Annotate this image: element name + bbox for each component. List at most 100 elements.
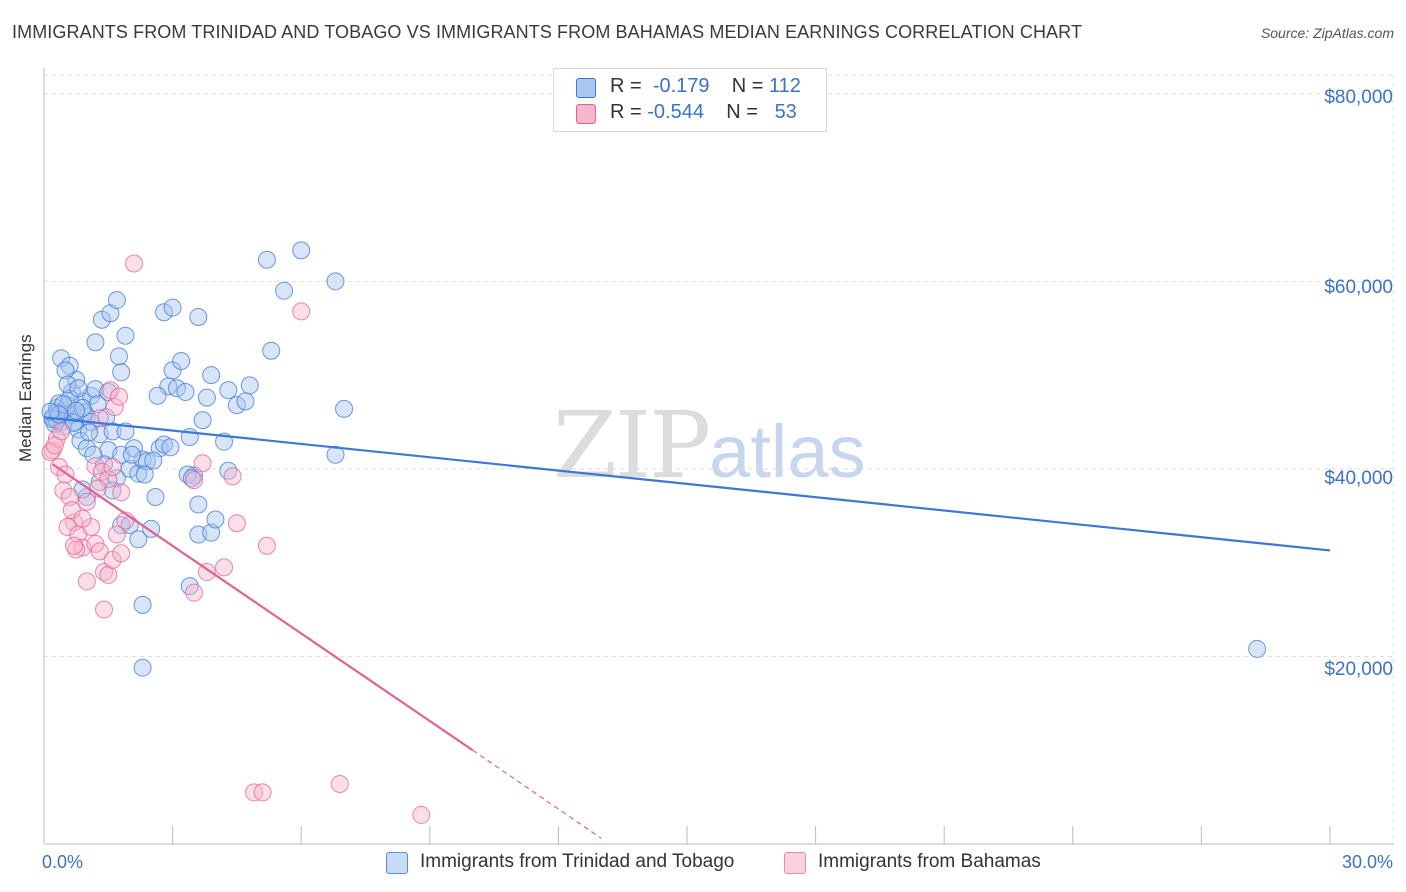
bahamas-point — [103, 458, 122, 477]
trinidad-point — [185, 466, 204, 485]
trinidad-point — [148, 386, 167, 405]
trinidad-point — [129, 530, 148, 549]
bahamas-point — [215, 558, 234, 577]
watermark-atlas: atlas — [709, 410, 866, 493]
trinidad-point — [236, 392, 255, 411]
legend-swatch-blue — [386, 852, 408, 874]
bahamas-point — [185, 471, 204, 490]
bahamas-point — [112, 483, 131, 502]
trinidad-point — [163, 298, 182, 317]
legend-swatch-pink — [576, 104, 596, 124]
trinidad-point — [240, 376, 259, 395]
trinidad-point — [58, 375, 77, 394]
bahamas-point — [73, 509, 92, 528]
trinidad-point — [155, 303, 174, 322]
bahamas-point — [95, 600, 114, 619]
bahamas-point — [223, 467, 242, 486]
trinidad-point — [107, 291, 126, 310]
trinidad-point — [326, 272, 345, 291]
r-label: R = — [610, 101, 642, 123]
chart-title: IMMIGRANTS FROM TRINIDAD AND TOBAGO VS I… — [12, 22, 1083, 42]
watermark: ZIPatlas — [553, 392, 865, 499]
trinidad-point — [189, 495, 208, 514]
bahamas-point — [90, 542, 109, 561]
trinidad-point — [112, 363, 131, 382]
legend-swatch-pink — [784, 852, 806, 874]
trinidad-point — [262, 341, 281, 360]
trinidad-point — [193, 411, 212, 430]
y-tick-label: $60,000 — [1324, 277, 1393, 298]
trinidad-point — [146, 488, 165, 507]
bahamas-point — [58, 518, 77, 537]
trinidad-point — [206, 510, 225, 529]
trinidad-point — [326, 445, 345, 464]
n-label: N = — [731, 75, 764, 97]
bahamas-trendline-extension — [472, 749, 602, 839]
y-tick-label: $20,000 — [1324, 659, 1393, 680]
bahamas-point — [45, 436, 64, 455]
bahamas-point — [60, 488, 79, 507]
y-axis-label: Median Earnings — [16, 334, 35, 462]
trinidad-point — [202, 366, 221, 385]
trinidad-point — [161, 438, 180, 457]
trinidad-point — [56, 361, 75, 380]
bahamas-point — [193, 454, 212, 473]
legend-label: Immigrants from Trinidad and Tobago — [420, 851, 735, 872]
trinidad-point — [219, 381, 238, 400]
bahamas-point — [110, 387, 129, 406]
trinidad-point — [335, 399, 354, 418]
bahamas-point — [197, 563, 216, 582]
n-label: N = — [726, 101, 758, 123]
trinidad-point — [41, 402, 60, 421]
trinidad-point — [101, 304, 120, 323]
trinidad-point — [86, 333, 105, 352]
trinidad-point — [227, 396, 246, 415]
r-value: -0.179 — [652, 75, 710, 97]
trinidad-point — [292, 241, 311, 260]
stats-legend: R = -0.179 N = 112 R = -0.544 N = 53 — [553, 68, 827, 132]
trinidad-point — [172, 352, 191, 371]
bahamas-point — [77, 572, 96, 591]
bahamas-point — [77, 492, 96, 511]
trinidad-point — [133, 658, 152, 677]
bahamas-point — [54, 481, 73, 500]
trinidad-point — [110, 347, 129, 366]
n-value: 53 — [774, 101, 797, 123]
trinidad-point — [1248, 639, 1267, 658]
n-value: 112 — [769, 75, 801, 97]
trinidad-point — [176, 382, 195, 401]
bahamas-point — [112, 544, 131, 563]
r-value: -0.544 — [647, 101, 704, 123]
bahamas-point — [330, 774, 349, 793]
y-tick-label: $40,000 — [1324, 468, 1393, 489]
legend-swatch-blue — [576, 78, 596, 98]
bahamas-point — [412, 805, 431, 824]
trinidad-point — [88, 395, 107, 414]
bahamas-point — [107, 525, 126, 544]
bahamas-point — [65, 536, 84, 555]
trinidad-point — [137, 452, 156, 471]
trinidad-point — [275, 281, 294, 300]
bahamas-point — [105, 397, 124, 416]
bahamas-point — [99, 565, 118, 584]
x-tick-label: 0.0% — [42, 852, 84, 872]
trinidad-point — [80, 423, 99, 442]
trinidad-point — [189, 307, 208, 326]
r-label: R = — [610, 75, 642, 97]
source-label: Source: ZipAtlas.com — [1260, 25, 1394, 41]
trinidad-point — [67, 401, 86, 420]
trinidad-point — [144, 451, 163, 470]
trinidad-point — [77, 439, 96, 458]
trinidad-point — [84, 445, 103, 464]
y-tick-label: $80,000 — [1324, 87, 1393, 108]
trinidad-point — [197, 388, 216, 407]
bahamas-point — [257, 536, 276, 555]
x-tick-label: 30.0% — [1341, 852, 1393, 872]
bahamas-point — [253, 783, 272, 802]
watermark-zip: ZIP — [553, 392, 711, 499]
bahamas-trendline — [51, 463, 474, 752]
trinidad-point — [167, 379, 186, 398]
trinidad-point — [257, 250, 276, 269]
trinidad-point — [129, 464, 148, 483]
